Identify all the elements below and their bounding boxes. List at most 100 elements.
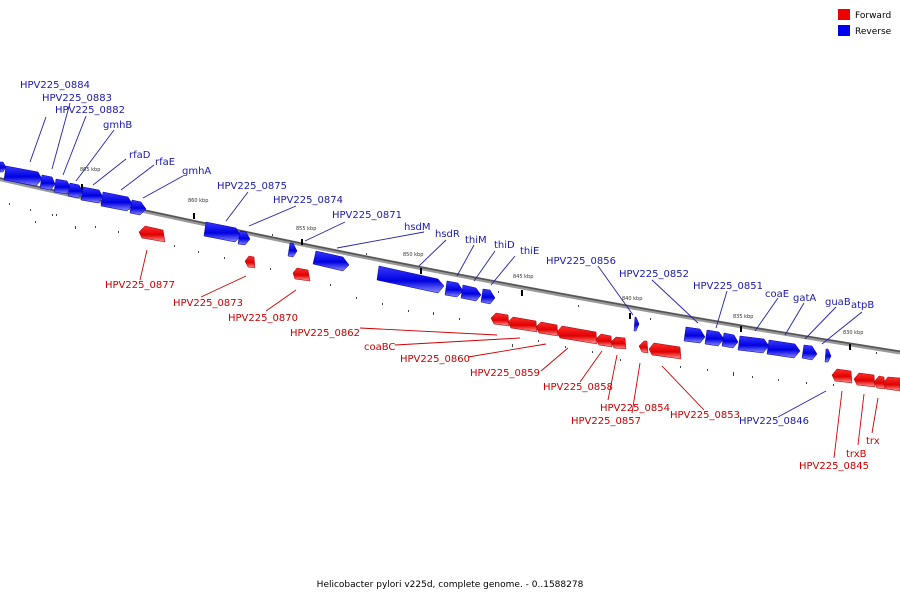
tick-mark bbox=[740, 326, 742, 332]
legend-forward-label: Forward bbox=[855, 11, 891, 21]
gene-label[interactable]: atpB bbox=[851, 300, 874, 311]
gene-arrow[interactable] bbox=[704, 329, 725, 347]
gene-arrow[interactable] bbox=[3, 165, 43, 187]
gene-label[interactable]: gmhA bbox=[182, 166, 211, 177]
gene-label[interactable]: trx bbox=[866, 436, 880, 447]
tick-mark bbox=[521, 290, 523, 296]
gene-arrow[interactable] bbox=[824, 348, 832, 363]
gene-label[interactable]: HPV225_0851 bbox=[693, 281, 763, 292]
tick-mark bbox=[81, 184, 83, 190]
gene-label[interactable]: HPV225_0883 bbox=[42, 93, 112, 104]
gene-arrow[interactable] bbox=[80, 186, 104, 204]
legend-reverse-swatch bbox=[838, 25, 850, 36]
gene-arrow[interactable] bbox=[801, 344, 818, 361]
gene-label[interactable]: HPV225_0858 bbox=[543, 382, 613, 393]
gene-label[interactable]: thiM bbox=[465, 235, 487, 246]
gene-label[interactable]: coaBC bbox=[364, 342, 395, 353]
gene-arrow[interactable] bbox=[480, 288, 496, 305]
gene-label[interactable]: HPV225_0874 bbox=[273, 195, 343, 206]
gene-arrow[interactable] bbox=[535, 321, 559, 337]
gene-label[interactable]: HPV225_0854 bbox=[600, 403, 670, 414]
tick-mark bbox=[301, 239, 303, 245]
gene-label[interactable]: hsdR bbox=[435, 229, 460, 240]
gene-arrow[interactable] bbox=[39, 174, 56, 191]
gene-label[interactable]: rfaE bbox=[155, 157, 175, 168]
gene-arrow[interactable] bbox=[312, 250, 350, 272]
tick-label: 840 kbp bbox=[622, 296, 642, 302]
gene-label[interactable]: HPV225_0882 bbox=[55, 105, 125, 116]
gene-label[interactable]: gmhB bbox=[103, 120, 132, 131]
gene-arrow[interactable] bbox=[292, 267, 311, 282]
tick-mark bbox=[420, 268, 422, 274]
gene-arrow[interactable] bbox=[376, 265, 445, 294]
gene-label[interactable]: hsdM bbox=[404, 222, 431, 233]
gene-label[interactable]: thiD bbox=[494, 240, 515, 251]
gene-label[interactable]: rfaD bbox=[129, 150, 151, 161]
gene-arrow[interactable] bbox=[737, 335, 770, 354]
gene-label[interactable]: HPV225_0860 bbox=[400, 354, 470, 365]
gene-arrow[interactable] bbox=[444, 280, 464, 298]
gene-arrow[interactable] bbox=[53, 178, 72, 195]
gene-arrow[interactable] bbox=[138, 225, 166, 243]
gene-label[interactable]: HPV225_0846 bbox=[739, 416, 809, 427]
gene-label[interactable]: coaE bbox=[765, 289, 789, 300]
gene-arrow[interactable] bbox=[831, 368, 853, 384]
gene-arrow[interactable] bbox=[766, 339, 801, 359]
gene-label[interactable]: HPV225_0884 bbox=[20, 80, 90, 91]
gene-label[interactable]: HPV225_0853 bbox=[670, 410, 740, 421]
gene-arrow[interactable] bbox=[638, 340, 649, 354]
gene-label[interactable]: HPV225_0852 bbox=[619, 269, 689, 280]
gene-arrow[interactable] bbox=[683, 326, 706, 344]
gene-label[interactable]: HPV225_0845 bbox=[799, 461, 869, 472]
tick-label: 855 kbp bbox=[296, 226, 316, 232]
gene-label[interactable]: HPV225_0877 bbox=[105, 280, 175, 291]
tick-label: 845 kbp bbox=[513, 274, 533, 280]
forward-labels: HPV225_0877 HPV225_0873 HPV225_0870 HPV2… bbox=[105, 280, 880, 472]
gene-arrow[interactable] bbox=[595, 333, 613, 348]
gene-label[interactable]: HPV225_0875 bbox=[217, 181, 287, 192]
gene-arrow[interactable] bbox=[721, 332, 739, 349]
gene-label[interactable]: HPV225_0873 bbox=[173, 298, 243, 309]
gene-label[interactable]: HPV225_0871 bbox=[332, 210, 402, 221]
reverse-strand-genes bbox=[0, 161, 832, 363]
grid-dots bbox=[9, 203, 877, 386]
gene-label[interactable]: gatA bbox=[793, 293, 816, 304]
gene-label[interactable]: HPV225_0859 bbox=[470, 368, 540, 379]
gene-arrow[interactable] bbox=[244, 255, 256, 269]
legend: Forward Reverse bbox=[838, 9, 892, 37]
forward-leader-lines bbox=[139, 249, 879, 459]
tick-label: 835 kbp bbox=[733, 314, 753, 320]
legend-forward-swatch bbox=[838, 9, 850, 20]
gene-label[interactable]: guaB bbox=[825, 297, 851, 308]
gene-arrow[interactable] bbox=[490, 312, 510, 327]
gene-arrow[interactable] bbox=[237, 230, 251, 246]
reverse-labels: HPV225_0884 HPV225_0883 HPV225_0882 gmhB… bbox=[20, 80, 874, 427]
gene-arrow[interactable] bbox=[633, 316, 640, 332]
gene-arrow[interactable] bbox=[610, 336, 627, 350]
gene-label[interactable]: HPV225_0857 bbox=[571, 416, 641, 427]
gene-arrow[interactable] bbox=[287, 242, 298, 258]
gene-arrow[interactable] bbox=[873, 375, 886, 390]
reverse-leader-lines bbox=[29, 102, 863, 418]
tick-mark bbox=[629, 313, 631, 319]
gene-arrow[interactable] bbox=[648, 342, 682, 360]
gene-arrow[interactable] bbox=[882, 376, 900, 392]
gene-label[interactable]: HPV225_0862 bbox=[290, 328, 360, 339]
gene-arrow[interactable] bbox=[0, 161, 7, 173]
gene-arrow[interactable] bbox=[507, 316, 538, 333]
gene-arrow[interactable] bbox=[100, 191, 134, 212]
gene-arrow[interactable] bbox=[556, 325, 598, 345]
gene-arrow[interactable] bbox=[67, 182, 84, 199]
gene-arrow[interactable] bbox=[129, 199, 147, 216]
gene-label[interactable]: HPV225_0856 bbox=[546, 256, 616, 267]
tick-mark bbox=[849, 344, 851, 350]
legend-reverse-label: Reverse bbox=[855, 27, 892, 37]
gene-arrow[interactable] bbox=[853, 372, 876, 388]
gene-arrow[interactable] bbox=[460, 284, 482, 302]
forward-strand-genes bbox=[138, 225, 900, 392]
gene-label[interactable]: trxB bbox=[846, 449, 867, 460]
gene-arrow[interactable] bbox=[203, 221, 242, 243]
gene-label[interactable]: HPV225_0870 bbox=[228, 313, 298, 324]
gene-label[interactable]: thiE bbox=[520, 246, 539, 257]
genome-caption: Helicobacter pylori v225d, complete geno… bbox=[317, 580, 584, 590]
